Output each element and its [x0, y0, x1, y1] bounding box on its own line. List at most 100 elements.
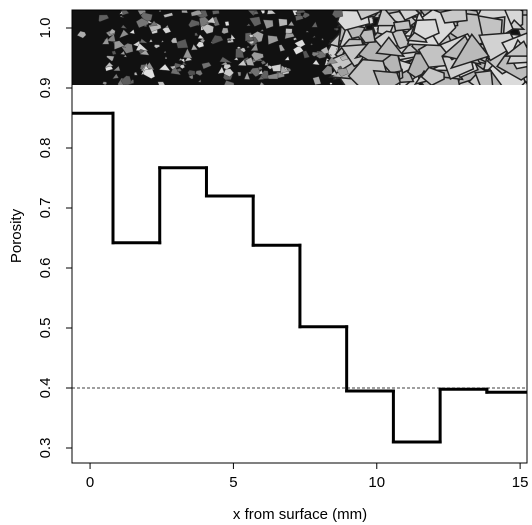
micrograph-grain [182, 48, 193, 59]
micrograph-grain [257, 69, 264, 75]
y-tick-label: 0.5 [37, 318, 54, 339]
micrograph-grain [239, 47, 246, 53]
micrograph-grain [375, 36, 406, 58]
micrograph-grain [190, 44, 198, 51]
micrograph-grain [243, 71, 251, 80]
micrograph-grain [106, 55, 115, 62]
micrograph-grain [219, 56, 232, 63]
micrograph-grain [248, 34, 254, 38]
micrograph-grain [199, 16, 212, 28]
micrograph-grain [230, 33, 236, 40]
micrograph-grain [311, 51, 320, 57]
micrograph-grain [148, 38, 153, 43]
micrograph-grain [302, 50, 310, 59]
micrograph-grain [139, 38, 148, 44]
micrograph-grain [330, 70, 337, 76]
micrograph-grain [245, 56, 255, 66]
micrograph-grain [157, 81, 166, 85]
micrograph-grain [250, 31, 264, 43]
micrograph-grain [210, 41, 213, 44]
micrograph-grain [284, 32, 295, 40]
micrograph-grain [129, 29, 135, 35]
micrograph-grain [149, 20, 158, 27]
micrograph-grain [312, 59, 320, 66]
micrograph-grain [106, 33, 116, 42]
y-tick-label: 0.9 [37, 78, 54, 99]
micrograph-grain [121, 16, 125, 18]
micrograph-grain [478, 32, 518, 62]
micrograph-grain [372, 69, 402, 85]
micrograph-grain [332, 10, 344, 19]
micrograph-grain [153, 44, 160, 49]
micrograph-grain [375, 10, 401, 27]
micrograph-grain [247, 10, 258, 16]
micrograph-grain [336, 68, 349, 77]
micrograph-grain [190, 10, 203, 17]
micrograph-grain [439, 10, 468, 24]
micrograph-grain [324, 53, 327, 56]
micrograph-grain [259, 81, 265, 85]
micrograph-grain [295, 15, 304, 21]
micrograph-grain [197, 79, 202, 83]
micrograph-grain [210, 35, 224, 45]
micrograph-grain [278, 18, 288, 27]
micrograph-grain [259, 29, 265, 32]
micrograph-grain [248, 40, 254, 45]
micrograph-grain [206, 16, 216, 24]
micrograph-grain [302, 12, 310, 19]
micrograph-grain [170, 37, 178, 44]
micrograph-grain [260, 10, 265, 14]
micrograph-grain [113, 65, 121, 72]
micrograph-grain [226, 38, 232, 41]
micrograph-grain [102, 81, 107, 85]
micrograph-grain [197, 34, 205, 39]
micrograph-grain [412, 18, 440, 40]
micrograph-grain [502, 40, 527, 57]
micrograph-grain [305, 30, 310, 33]
micrograph-grain [119, 50, 126, 55]
micrograph-grain [449, 32, 491, 70]
micrograph-grain [267, 35, 279, 45]
micrograph-grain [334, 27, 339, 31]
micrograph-grain [474, 69, 494, 85]
x-tick-label: 0 [86, 474, 94, 491]
micrograph-grain [111, 50, 117, 55]
y-tick-label: 0.3 [37, 438, 54, 459]
micrograph-grain [119, 15, 123, 18]
micrograph-grain [263, 62, 269, 67]
micrograph-grain [162, 26, 172, 34]
micrograph-grain [112, 73, 119, 79]
micrograph-grain [217, 66, 225, 74]
micrograph-grain [420, 66, 445, 85]
micrograph-grain [284, 56, 290, 61]
micrograph-grain [278, 44, 286, 52]
micrograph-grain [195, 70, 203, 76]
micrograph-grain [266, 72, 279, 80]
micrograph-grain [114, 40, 125, 50]
micrograph-grain [120, 75, 133, 85]
micrograph-grain [293, 46, 304, 55]
micrograph-grain [120, 24, 128, 29]
micrograph-grain [356, 10, 382, 21]
micrograph-grain [201, 62, 212, 70]
micrograph-grain [142, 68, 156, 79]
micrograph-grain [329, 54, 332, 57]
micrograph-grain [101, 36, 110, 45]
micrograph-grain [118, 29, 129, 39]
micrograph-grain [312, 35, 316, 39]
micrograph-grain [253, 11, 259, 15]
micrograph-grain [181, 61, 187, 66]
micrograph-grain [123, 54, 128, 58]
micrograph-grain [224, 80, 235, 85]
micrograph-grain [179, 64, 185, 69]
x-tick-label: 10 [368, 474, 385, 491]
micrograph-grain [393, 19, 412, 32]
micrograph-grain [310, 43, 314, 46]
micrograph-grain [158, 63, 171, 71]
micrograph-grain [258, 66, 263, 71]
micrograph-grain [329, 82, 333, 85]
micrograph-grain [249, 16, 262, 27]
micrograph-grain [311, 21, 318, 28]
x-tick-label: 5 [229, 474, 237, 491]
